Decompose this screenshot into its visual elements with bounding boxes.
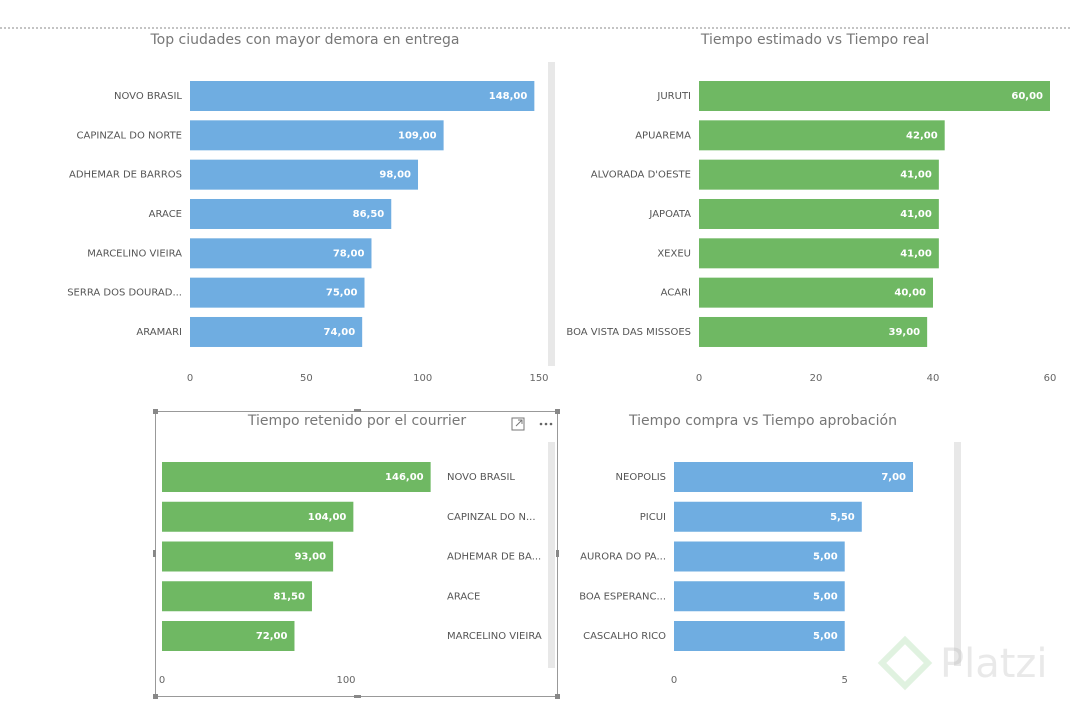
value-label: 98,00	[379, 170, 411, 181]
category-label: ALVORADA D'OESTE	[591, 170, 691, 181]
bar	[674, 581, 845, 612]
bar	[190, 81, 535, 111]
chart-title: Tiempo estimado vs Tiempo real	[700, 32, 929, 48]
category-label: ARAMARI	[136, 327, 182, 338]
value-label: 42,00	[906, 130, 938, 141]
bar	[674, 462, 913, 492]
value-label: 72,00	[256, 631, 288, 642]
x-tick-label: 100	[336, 675, 355, 686]
scrollbar[interactable]	[548, 62, 555, 366]
value-label: 40,00	[894, 288, 926, 299]
category-label: XEXEU	[657, 248, 691, 259]
category-label: MARCELINO VIEIRA	[87, 248, 182, 259]
chart-title: Top ciudades con mayor demora en entrega	[149, 32, 459, 48]
bar	[190, 277, 365, 308]
watermark-text: Platzi	[940, 641, 1048, 687]
bar	[162, 501, 354, 532]
category-label: PICUI	[640, 512, 666, 523]
scrollbar[interactable]	[954, 442, 961, 666]
category-label: JURUTI	[656, 91, 691, 102]
x-tick-label: 0	[671, 675, 677, 686]
category-label: ADHEMAR DE BA...	[447, 552, 541, 563]
value-label: 7,00	[881, 472, 906, 483]
watermark: Platzi	[877, 635, 1048, 691]
bar	[162, 541, 334, 572]
chart-title: Tiempo retenido por el courrier	[247, 413, 467, 429]
bar	[162, 621, 295, 651]
value-label: 78,00	[333, 248, 365, 259]
value-label: 5,00	[813, 631, 838, 642]
bar	[674, 541, 845, 572]
value-label: 39,00	[889, 327, 921, 338]
x-tick-label: 0	[159, 675, 165, 686]
bar	[699, 81, 1050, 111]
chart-title: Tiempo compra vs Tiempo aprobación	[628, 413, 897, 429]
bar	[190, 120, 444, 151]
value-label: 41,00	[900, 248, 932, 259]
category-label: ARACE	[447, 591, 480, 602]
x-tick-label: 5	[842, 675, 848, 686]
bar	[699, 277, 933, 308]
category-label: ARACE	[149, 209, 182, 220]
category-label: JAPOATA	[648, 209, 691, 220]
value-label: 148,00	[489, 91, 528, 102]
category-label: BOA ESPERANC...	[579, 591, 666, 602]
value-label: 104,00	[308, 512, 347, 523]
category-label: CASCALHO RICO	[583, 631, 666, 642]
category-label: CAPINZAL DO N...	[447, 512, 536, 523]
category-label: ADHEMAR DE BARROS	[69, 170, 182, 181]
category-label: BOA VISTA DAS MISSOES	[566, 327, 691, 338]
bar	[699, 198, 939, 229]
x-tick-label: 60	[1044, 373, 1057, 384]
value-label: 5,00	[813, 552, 838, 563]
category-label: AURORA DO PA...	[580, 552, 666, 563]
value-label: 5,50	[830, 512, 855, 523]
bar	[190, 198, 392, 229]
scrollbar[interactable]	[548, 442, 555, 668]
bar	[699, 316, 928, 347]
category-label: MARCELINO VIEIRA	[447, 631, 542, 642]
bar	[674, 501, 862, 532]
value-label: 60,00	[1011, 91, 1043, 102]
category-label: SERRA DOS DOURAD...	[67, 288, 182, 299]
bar	[162, 581, 312, 612]
x-tick-label: 50	[300, 373, 313, 384]
more-options[interactable]	[539, 422, 553, 426]
category-label: NOVO BRASIL	[114, 91, 182, 102]
x-tick-label: 40	[927, 373, 940, 384]
resize-handles[interactable]	[153, 409, 560, 699]
bar	[190, 159, 419, 190]
value-label: 81,50	[273, 591, 305, 602]
value-label: 109,00	[398, 130, 437, 141]
focus-icon[interactable]	[511, 417, 525, 431]
value-label: 74,00	[324, 327, 356, 338]
value-label: 75,00	[326, 288, 358, 299]
category-label: NEOPOLIS	[616, 472, 666, 483]
category-label: CAPINZAL DO NORTE	[77, 130, 182, 141]
value-label: 41,00	[900, 170, 932, 181]
x-tick-label: 0	[187, 373, 193, 384]
bar	[699, 159, 939, 190]
category-label: APUAREMA	[635, 130, 691, 141]
value-label: 93,00	[294, 552, 326, 563]
category-label: ACARI	[661, 288, 691, 299]
value-label: 86,50	[353, 209, 385, 220]
bar	[699, 120, 945, 151]
bar	[190, 316, 363, 347]
x-tick-label: 100	[413, 373, 432, 384]
x-tick-label: 0	[696, 373, 702, 384]
category-label: NOVO BRASIL	[447, 472, 515, 483]
bar	[162, 462, 431, 492]
value-label: 146,00	[385, 472, 424, 483]
value-label: 41,00	[900, 209, 932, 220]
bar	[674, 621, 845, 651]
value-label: 5,00	[813, 591, 838, 602]
bar	[190, 238, 372, 269]
x-tick-label: 150	[529, 373, 548, 384]
x-tick-label: 20	[810, 373, 823, 384]
bar	[699, 238, 939, 269]
